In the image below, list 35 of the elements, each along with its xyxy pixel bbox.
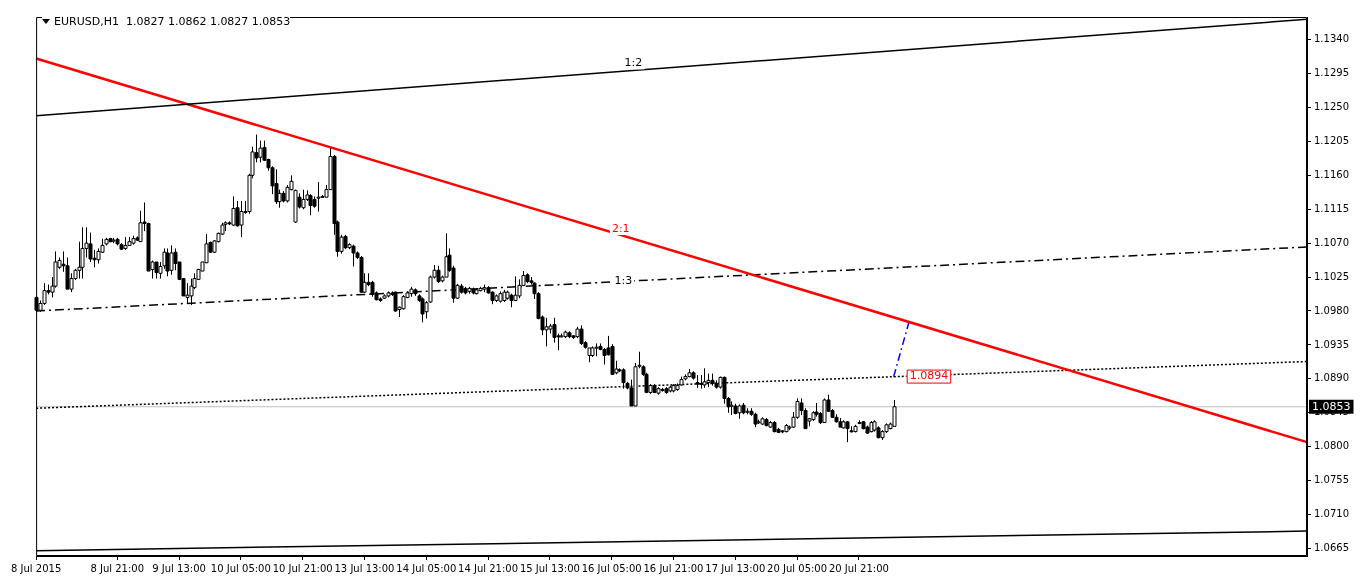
x-tick-label: 20 Jul 05:00 — [767, 562, 828, 574]
y-tick-label: 1.0890 — [1314, 372, 1350, 384]
y-tick-label: 1.0710 — [1314, 508, 1350, 520]
annotation: 1:2 — [624, 56, 643, 70]
y-tick-label: 1.1115 — [1314, 202, 1350, 214]
x-tick-label: 8 Jul 2015 — [11, 562, 62, 574]
x-tick-label: 10 Jul 21:00 — [272, 562, 333, 574]
ref-line-label: 1.0853 — [1312, 399, 1351, 413]
y-tick-label: 1.0980 — [1314, 304, 1350, 316]
x-tick-label: 9 Jul 13:00 — [152, 562, 206, 574]
x-tick-label: 10 Jul 05:00 — [210, 562, 271, 574]
annotation: 1.0894 — [909, 369, 949, 383]
x-tick-label: 16 Jul 05:00 — [581, 562, 642, 574]
x-tick-label: 15 Jul 13:00 — [519, 562, 580, 574]
y-tick-label: 1.0935 — [1314, 338, 1350, 350]
y-tick-label: 1.1025 — [1314, 270, 1350, 282]
y-tick-label: 1.1250 — [1314, 101, 1350, 113]
y-tick-label: 1.1070 — [1314, 236, 1350, 248]
annotation: 2:1 — [611, 221, 630, 235]
y-tick-label: 1.1295 — [1314, 67, 1350, 79]
y-tick-label: 1.1205 — [1314, 134, 1350, 146]
y-tick-label: 1.0800 — [1314, 440, 1350, 452]
chart-title: EURUSD,H1 1.0827 1.0862 1.0827 1.0853 — [54, 15, 291, 28]
y-tick-label: 1.0665 — [1314, 542, 1350, 554]
y-tick-label: 1.1340 — [1314, 33, 1350, 45]
x-tick-label: 13 Jul 13:00 — [334, 562, 395, 574]
x-tick-label: 14 Jul 21:00 — [458, 562, 519, 574]
x-tick-label: 20 Jul 21:00 — [828, 562, 889, 574]
x-tick-label: 14 Jul 05:00 — [396, 562, 457, 574]
y-tick-label: 1.1160 — [1314, 168, 1350, 180]
x-tick-label: 17 Jul 13:00 — [705, 562, 766, 574]
y-tick-label: 1.0755 — [1314, 474, 1350, 486]
x-tick-label: 16 Jul 21:00 — [643, 562, 704, 574]
annotation: 1:3 — [614, 274, 633, 288]
x-tick-label: 8 Jul 21:00 — [90, 562, 145, 574]
